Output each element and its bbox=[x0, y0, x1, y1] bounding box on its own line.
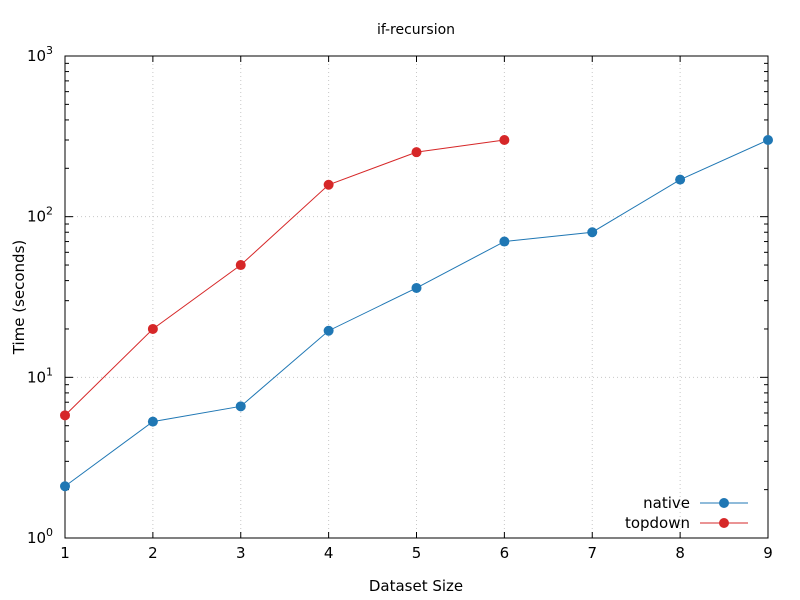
data-point-native bbox=[411, 282, 422, 293]
data-point-topdown bbox=[147, 323, 158, 334]
legend: native topdown bbox=[625, 494, 748, 532]
x-axis-label: Dataset Size bbox=[369, 577, 463, 595]
x-tick-label: 6 bbox=[500, 544, 510, 562]
data-point-topdown bbox=[499, 135, 510, 146]
chart-title: if-recursion bbox=[377, 22, 455, 38]
data-point-native bbox=[235, 401, 246, 412]
axis-ticks: 1 2 3 4 5 6 7 8 9 100 101 102 103 bbox=[27, 44, 773, 562]
x-tick-label: 2 bbox=[148, 544, 158, 562]
data-point-topdown bbox=[323, 179, 334, 190]
data-point-topdown bbox=[235, 260, 246, 271]
y-tick-label: 101 bbox=[27, 365, 53, 386]
data-point-native bbox=[60, 481, 70, 492]
legend-marker-topdown bbox=[719, 518, 729, 528]
data-point-native bbox=[499, 236, 510, 247]
x-tick-label: 5 bbox=[412, 544, 422, 562]
data-point-topdown bbox=[60, 410, 70, 421]
data-point-native bbox=[587, 227, 598, 238]
series-line-native bbox=[64, 139, 769, 487]
x-tick-label: 1 bbox=[60, 544, 70, 562]
data-point-topdown bbox=[411, 147, 422, 158]
x-tick-label: 8 bbox=[675, 544, 685, 562]
y-tick-label: 102 bbox=[27, 205, 53, 226]
data-point-native bbox=[763, 135, 773, 146]
legend-label-topdown: topdown bbox=[625, 514, 690, 532]
data-point-native bbox=[675, 174, 686, 185]
grid bbox=[65, 56, 768, 538]
x-tick-label: 9 bbox=[763, 544, 773, 562]
y-axis-label: Time (seconds) bbox=[10, 240, 28, 356]
legend-marker-native bbox=[719, 498, 729, 508]
data-point-native bbox=[147, 416, 158, 427]
series-line-topdown bbox=[64, 139, 505, 416]
series-lines bbox=[60, 135, 773, 492]
legend-label-native: native bbox=[643, 494, 690, 512]
x-tick-label: 3 bbox=[236, 544, 246, 562]
data-point-native bbox=[323, 325, 334, 336]
y-tick-label: 100 bbox=[27, 526, 53, 547]
x-tick-label: 7 bbox=[587, 544, 597, 562]
y-tick-label: 103 bbox=[27, 44, 53, 65]
x-tick-label: 4 bbox=[324, 544, 334, 562]
